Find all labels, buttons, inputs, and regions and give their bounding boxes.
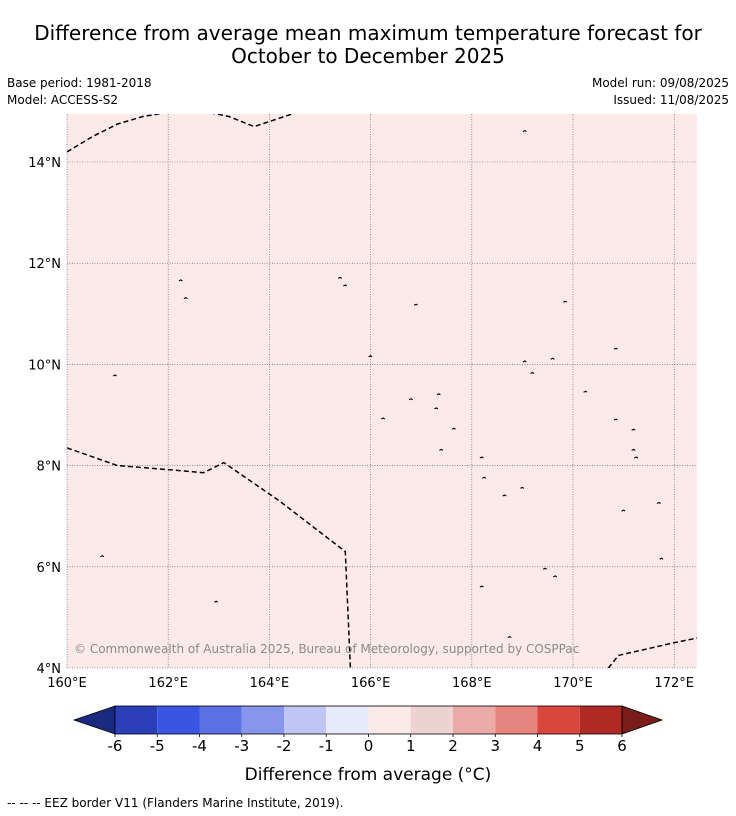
colorbar-extend-high — [621, 705, 664, 735]
colorbar-bin — [495, 706, 538, 734]
island-outline — [522, 129, 527, 133]
island-outline — [583, 390, 588, 393]
island-outline — [621, 509, 626, 512]
copyright-notice: © Commonwealth of Australia 2025, Bureau… — [74, 642, 579, 656]
legend-title: Difference from average (°C) — [245, 765, 492, 785]
model-name: Model: ACCESS-S2 — [7, 93, 119, 107]
colorbar-tick-label: 4 — [533, 737, 543, 755]
lon-tick-label: 164°E — [250, 676, 290, 691]
island-outline — [656, 501, 661, 504]
island-outline — [178, 279, 183, 282]
island-outline — [343, 284, 348, 287]
lat-tick-label: 4°N — [37, 662, 62, 677]
colorbar-tick-label: -2 — [277, 737, 292, 755]
island-outline — [100, 555, 105, 558]
island-outline — [634, 456, 639, 459]
lon-tick-label: 168°E — [452, 676, 492, 691]
lat-tick-label: 12°N — [28, 257, 61, 272]
colorbar-bin — [326, 706, 369, 734]
island-outline — [436, 393, 441, 396]
lon-tick-label: 166°E — [351, 676, 391, 691]
lat-tick-label: 14°N — [28, 156, 61, 171]
island-outline — [659, 557, 664, 560]
island-outline — [413, 303, 418, 306]
island-outline — [381, 417, 386, 420]
island-outline — [520, 486, 525, 489]
colorbar-tick-label: -4 — [192, 737, 207, 755]
island-outline — [337, 276, 343, 279]
colorbar-tick-label: 3 — [490, 737, 500, 755]
island-outline — [479, 585, 484, 588]
map-area: 160°E 162°E 164°E 166°E 168°E 170°E 172°E 4°N 6°… — [28, 114, 702, 691]
lat-tick-label: 10°N — [28, 358, 61, 373]
footnote-eez: -- -- -- EEZ border V11 (Flanders Marine… — [7, 796, 344, 810]
island-outline — [479, 456, 484, 459]
lat-tick-label: 8°N — [37, 460, 62, 475]
lon-tick-label: 160°E — [47, 676, 87, 691]
island-outline — [408, 398, 413, 401]
colorbar-bin — [453, 706, 496, 734]
eez-border — [607, 637, 697, 668]
island-outline — [613, 418, 618, 421]
island-outline — [434, 407, 439, 410]
colorbar-bin — [410, 706, 453, 734]
island-outline — [542, 567, 548, 570]
model-run: Model run: 09/08/2025 — [591, 76, 729, 90]
colorbar-tick-label: 0 — [364, 737, 374, 755]
map-features — [67, 114, 702, 668]
eez-border — [67, 114, 295, 153]
island-outline — [563, 300, 568, 303]
island-outline — [451, 427, 456, 430]
lon-tick-label: 172°E — [654, 676, 694, 691]
colorbar-legend: -6 -5 -4 -3 -2 -1 0 1 2 3 4 5 6 — [72, 705, 664, 755]
island-outline — [507, 635, 512, 639]
colorbar-tick-label: 1 — [406, 737, 416, 755]
island-outline — [530, 371, 535, 374]
title-line-2: October to December 2025 — [231, 44, 505, 68]
lat-tick-label: 6°N — [37, 561, 62, 576]
island-outline — [183, 296, 188, 300]
island-outline — [613, 347, 618, 350]
colorbar-bin — [284, 706, 327, 734]
island-outline — [112, 374, 117, 377]
colorbar-tick-label: 2 — [448, 737, 458, 755]
island-outline — [698, 118, 702, 119]
colorbar-extend-low — [72, 705, 116, 735]
colorbar-tick-label: 5 — [575, 737, 585, 755]
colorbar-tick-label: 6 — [617, 737, 627, 755]
colorbar-bin — [157, 706, 200, 734]
base-period: Base period: 1981-2018 — [7, 76, 152, 90]
colorbar-tick-label: -1 — [319, 737, 334, 755]
colorbar-bin — [241, 706, 284, 734]
island-outline — [631, 428, 636, 431]
title-line-1: Difference from average mean maximum tem… — [34, 21, 702, 45]
island-outline — [553, 575, 558, 578]
island-outline — [482, 476, 487, 479]
colorbar-bin — [199, 706, 242, 734]
forecast-fill — [67, 114, 697, 668]
island-outline — [550, 357, 555, 360]
colorbar-tick-label: -5 — [150, 737, 165, 755]
issued-date: Issued: 11/08/2025 — [613, 93, 729, 107]
colorbar-bin — [368, 706, 411, 734]
meta-right: Model run: 09/08/2025 Issued: 11/08/2025 — [592, 75, 729, 109]
island-outline — [502, 494, 507, 497]
meta-left: Base period: 1981-2018 Model: ACCESS-S2 — [7, 75, 152, 109]
island-outline — [439, 448, 444, 451]
colorbar-tick-label: -3 — [234, 737, 249, 755]
colorbar-tick-label: -6 — [108, 737, 123, 755]
lon-tick-label: 170°E — [553, 676, 593, 691]
colorbar-bin — [115, 706, 158, 734]
island-outline — [214, 600, 219, 603]
eez-border — [67, 447, 352, 668]
island-outline — [368, 355, 373, 358]
lon-tick-label: 162°E — [148, 676, 188, 691]
colorbar-bin — [537, 706, 580, 734]
island-outline — [631, 448, 636, 451]
island-outline — [522, 360, 527, 363]
colorbar-bin — [579, 706, 622, 734]
chart-title: Difference from average mean maximum tem… — [0, 22, 736, 68]
